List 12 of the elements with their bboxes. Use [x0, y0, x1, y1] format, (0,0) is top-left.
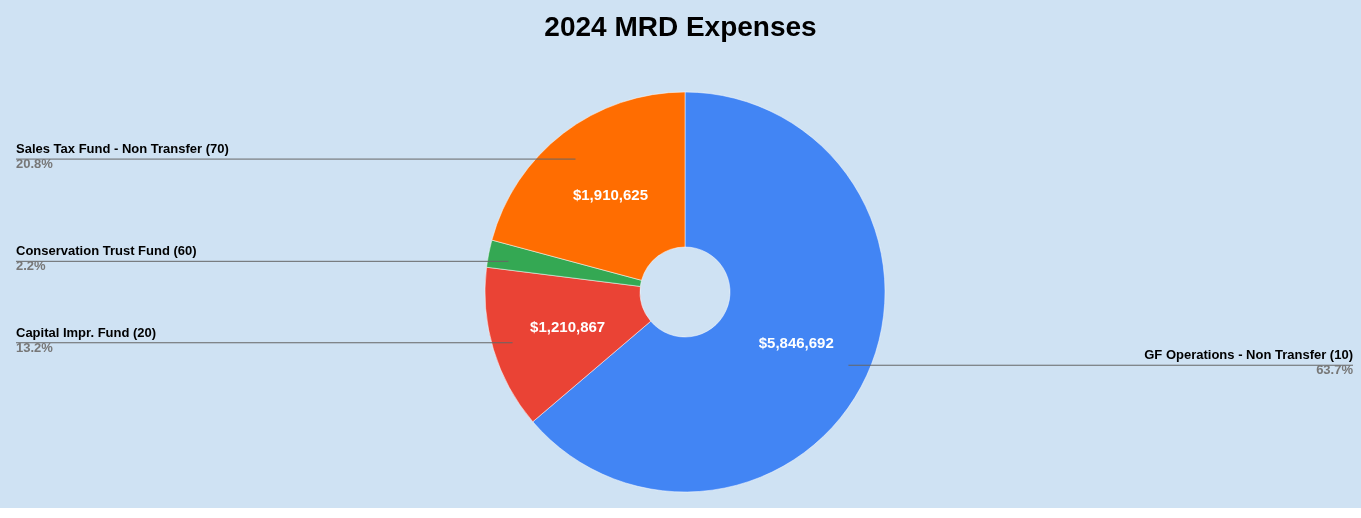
text: $5,846,692 [758, 334, 834, 352]
text: $1,910,625 [572, 185, 648, 203]
slice-label: Conservation Trust Fund (60) [16, 243, 197, 259]
data-label: 2.2% [16, 258, 47, 274]
slice-label: GF Operations - Non Transfer (10) [1144, 347, 1353, 363]
text: $1,210,867 [530, 318, 606, 336]
slice-label: Capital Impr. Fund (20) [16, 324, 157, 340]
slice-label: Sales Tax Fund - Non Transfer (70) [16, 141, 229, 157]
data-label: 20.8% [16, 156, 54, 172]
data-label: 13.2% [16, 339, 54, 355]
data-label: 63.7% [1316, 362, 1354, 378]
chart-title: 2024 MRD Expenses [544, 11, 817, 42]
